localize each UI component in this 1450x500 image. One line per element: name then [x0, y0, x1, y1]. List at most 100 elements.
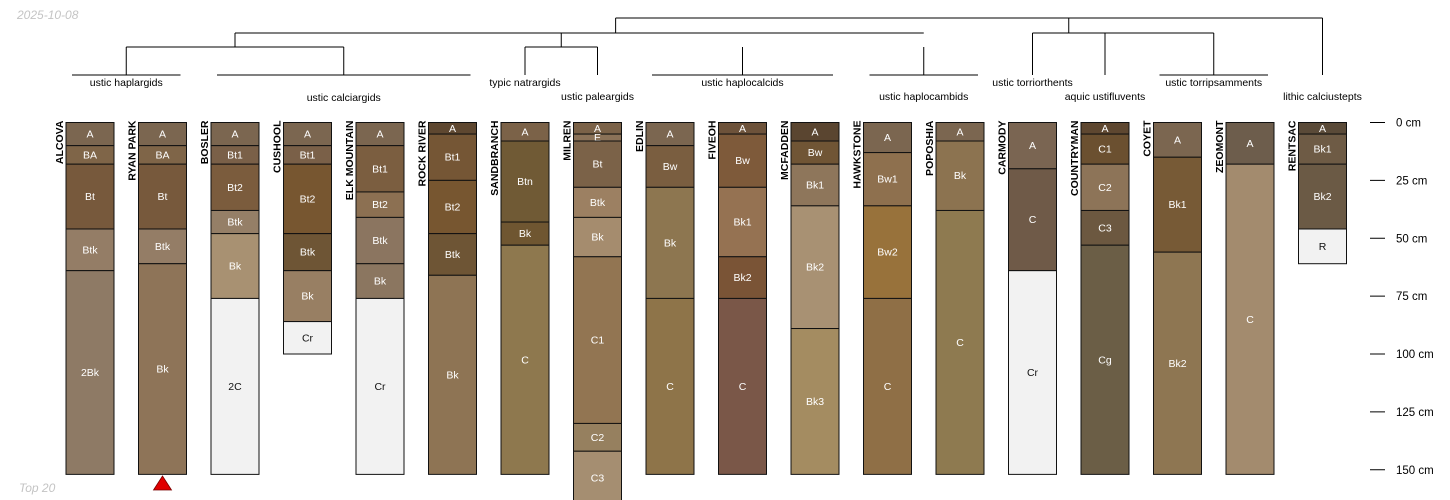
profile-elk-mountain: A Bt1 Bt2 Btk Bk Cr ELK MOUNTAIN: [344, 121, 405, 475]
horizon-label-alcova-ba: BA: [83, 149, 97, 161]
profile-poposhia: A Bk C POPOSHIA: [924, 120, 985, 475]
horizon-milren-c3: [573, 450, 622, 500]
depth-axis: 0 cm 25 cm 50 cm 75 cm 100 cm 125 cm 150 cm: [1370, 118, 1434, 477]
horizon-label-milren-btk: Btk: [590, 197, 606, 209]
horizon-label-carmody-a: A: [1029, 140, 1036, 152]
horizon-label-alcova-2bk: 2Bk: [81, 367, 100, 379]
profile-name-elk-mountain: ELK MOUNTAIN: [344, 121, 356, 201]
horizon-ryan-park-bk: [138, 263, 187, 475]
horizon-cushool-bk: [283, 270, 332, 323]
profile-name-fiveoh: FIVEOH: [707, 121, 719, 160]
horizon-mcfadden-bk2: [790, 205, 840, 330]
horizon-cushool-cr: [283, 321, 332, 355]
group-label-ustic-haplargids: ustic haplargids: [90, 77, 163, 89]
horizon-label-mcfadden-bk1: Bk1: [806, 180, 824, 192]
horizon-label-sandbranch-btn: Btn: [517, 176, 533, 188]
horizon-label-poposhia-c: C: [956, 337, 964, 349]
horizon-label-countryman-cg: Cg: [1098, 354, 1112, 366]
group-label-ustic-torripsamments: ustic torripsamments: [1165, 77, 1262, 89]
horizon-label-ryan-park-bt: Bt: [158, 191, 168, 203]
horizon-label-bosler-2c: 2C: [228, 381, 242, 393]
profile-carmody: A C Cr CARMODY: [997, 121, 1057, 475]
horizon-label-countryman-a: A: [1101, 123, 1108, 135]
profile-rentsac: A Bk1 Bk2 R RENTSAC: [1287, 120, 1347, 265]
profile-cushool: A Bt1 Bt2 Btk Bk Cr CUSHOOL: [272, 120, 332, 355]
horizon-countryman-cg: [1080, 244, 1130, 475]
horizon-label-hawkstone-c: C: [884, 381, 892, 393]
profile-name-bosler: BOSLER: [199, 120, 211, 164]
horizon-hawkstone-c: [863, 297, 912, 475]
horizon-milren-c1: [573, 256, 622, 424]
horizon-label-rock-river-bk: Bk: [446, 369, 459, 381]
horizon-label-sandbranch-c: C: [521, 354, 529, 366]
horizon-label-milren-bt: Bt: [593, 159, 603, 171]
horizon-bosler-2c: [210, 297, 260, 475]
profile-mcfadden: A Bw Bk1 Bk2 Bk3 MCFADDEN: [779, 121, 840, 475]
profile-name-alcova: ALCOVA: [54, 120, 66, 164]
horizon-milren-c2: [573, 422, 622, 452]
horizon-label-hawkstone-bw1: Bw1: [877, 174, 898, 186]
horizon-label-poposhia-a: A: [956, 126, 963, 138]
horizon-label-alcova-bt: Bt: [85, 191, 95, 203]
horizon-edlin-c: [645, 297, 695, 475]
horizon-ryan-park-bt: [138, 163, 187, 230]
horizon-label-edlin-c: C: [666, 381, 674, 393]
horizon-label-hawkstone-a: A: [884, 132, 891, 144]
horizon-coyet-bk1: [1153, 156, 1202, 253]
horizon-label-fiveoh-bk2: Bk2: [733, 272, 751, 284]
horizon-label-milren-c2: C2: [591, 432, 605, 444]
horizon-label-milren-bk: Bk: [591, 232, 604, 244]
highlight-marker-ryan-park: [152, 475, 173, 491]
footer-note: Top 20: [19, 481, 56, 495]
depth-tick-label-0: 0 cm: [1396, 118, 1421, 130]
profile-name-milren: MILREN: [562, 121, 574, 161]
horizon-label-mcfadden-bw: Bw: [808, 147, 823, 159]
horizon-label-countryman-c1: C1: [1098, 144, 1112, 156]
group-labels: ustic haplargids ustic calciargids typic n…: [90, 77, 1362, 104]
profile-name-zeomont: ZEOMONT: [1214, 120, 1226, 173]
depth-tick-label-75: 75 cm: [1396, 291, 1427, 303]
group-label-ustic-haplocalcids: ustic haplocalcids: [701, 77, 783, 89]
horizon-label-rentsac-r: R: [1319, 241, 1327, 253]
horizon-milren-bk: [573, 216, 622, 258]
markers: [152, 475, 173, 491]
profile-edlin: A Bw Bk C EDLIN: [634, 121, 695, 475]
horizon-countryman-c3: [1080, 209, 1130, 246]
horizon-rock-river-bk: [428, 274, 477, 475]
depth-tick-label-50: 50 cm: [1396, 233, 1427, 245]
horizon-label-edlin-a: A: [666, 129, 673, 141]
horizon-label-bosler-btk: Btk: [227, 217, 243, 229]
horizon-label-rock-river-btk: Btk: [445, 249, 461, 261]
horizon-label-elk-mountain-bt2: Bt2: [372, 199, 388, 211]
horizon-milren-btk: [573, 186, 622, 218]
horizon-poposhia-c: [935, 209, 985, 475]
profile-name-rentsac: RENTSAC: [1287, 120, 1299, 171]
horizon-rock-river-bt1: [428, 133, 477, 181]
horizon-label-bosler-a: A: [231, 129, 238, 141]
group-label-ustic-calciargids: ustic calciargids: [307, 92, 381, 104]
profile-milren: AE Bt Btk Bk C1 C2 C3 MILREN: [562, 121, 622, 500]
horizon-edlin-bw: [645, 145, 695, 188]
horizon-label-cushool-a: A: [304, 129, 311, 141]
horizon-poposhia-bk: [935, 140, 985, 211]
horizon-rentsac-r: [1298, 228, 1347, 265]
profile-name-coyet: COYET: [1142, 120, 1154, 157]
horizon-label-zeomont-c: C: [1246, 314, 1254, 326]
horizon-hawkstone-bw2: [863, 205, 912, 299]
horizon-fiveoh-bk1: [718, 186, 767, 258]
group-label-typic-natrargids: typic natrargids: [489, 77, 560, 89]
group-label-ustic-haplocambids: ustic haplocambids: [879, 91, 968, 103]
horizon-label-cushool-bt1: Bt1: [300, 149, 316, 161]
horizon-label-ryan-park-bk: Bk: [156, 364, 169, 376]
profile-bosler: A Bt1 Bt2 Btk Bk 2C BOSLER: [199, 120, 260, 475]
profile-name-rock-river: ROCK RIVER: [417, 120, 429, 186]
horizon-rentsac-bk1: [1298, 133, 1347, 165]
horizon-elk-mountain-bt1: [355, 145, 405, 193]
depth-tick-label-100: 100 cm: [1396, 349, 1434, 361]
profile-name-edlin: EDLIN: [634, 121, 646, 153]
horizon-mcfadden-bk1: [790, 163, 840, 207]
horizon-label-countryman-c2: C2: [1098, 182, 1112, 194]
horizon-label-alcova-btk: Btk: [82, 244, 98, 256]
horizon-hawkstone-a: [863, 122, 912, 154]
horizon-zeomont-a: [1225, 122, 1275, 165]
